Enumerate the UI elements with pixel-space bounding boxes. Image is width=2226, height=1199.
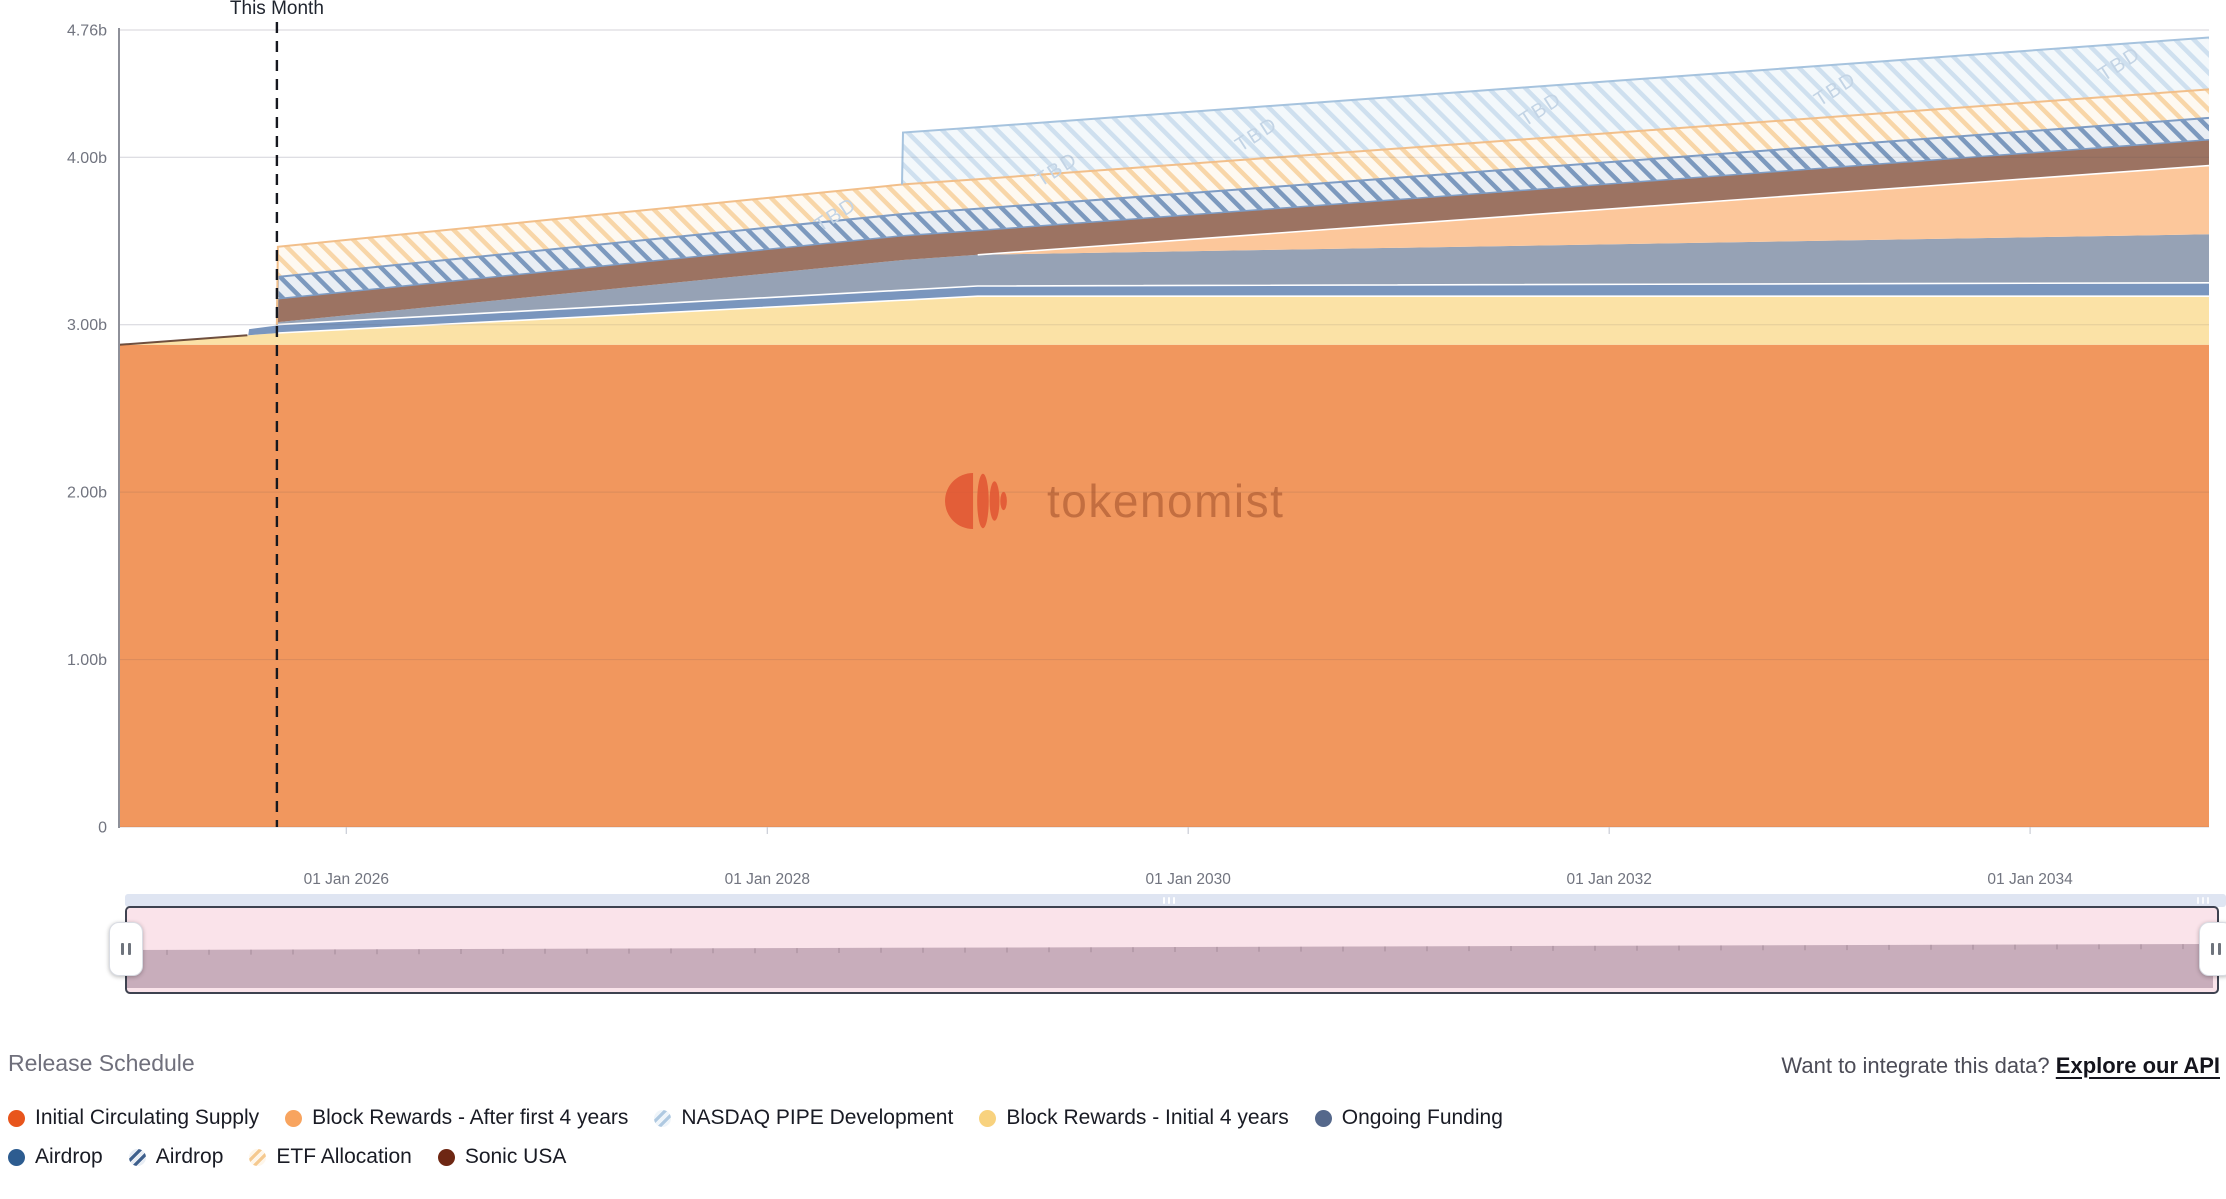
x-axis-tick-label: 01 Jan 2026 <box>304 871 389 888</box>
historical-supply-line <box>119 334 248 346</box>
dot-marker-icon <box>437 1148 455 1166</box>
dot-marker-icon <box>8 1109 25 1127</box>
legend-label: Ongoing Funding <box>1341 1106 1503 1129</box>
explore-api-link[interactable]: Explore our API <box>2055 1053 2220 1078</box>
dot-marker-icon <box>8 1148 25 1166</box>
section-title: Release Schedule <box>8 1050 195 1076</box>
legend-label: Initial Circulating Supply <box>35 1106 260 1129</box>
api-callout: Want to integrate this data? Explore our… <box>1781 1053 2220 1079</box>
brush-handle-left[interactable] <box>109 922 143 976</box>
topstroke-airdrop <box>246 281 2209 336</box>
legend-item-airdrop-tbd[interactable]: Airdrop <box>128 1145 224 1169</box>
x-axis-tick-label: 01 Jan 2034 <box>1987 871 2073 888</box>
range-brush[interactable] <box>125 906 2219 994</box>
area-nasdaq_pipe_development[interactable] <box>119 37 2209 345</box>
legend-label: Airdrop <box>35 1145 103 1168</box>
y-axis-tick-label: 4.00b <box>67 150 107 167</box>
legend-label: NASDAQ PIPE Development <box>681 1106 954 1129</box>
legend-item-airdrop[interactable]: Airdrop <box>8 1145 103 1169</box>
legend-label: Block Rewards - After first 4 years <box>312 1106 629 1129</box>
legend-item-nasdaq-pipe-development-tbd[interactable]: NASDAQ PIPE Development <box>654 1106 953 1130</box>
area-airdrop[interactable] <box>119 282 2209 345</box>
legend-row-2: Airdrop Airdrop ETF Allocation Sonic USA <box>8 1145 1503 1169</box>
legend-item-sonic-usa[interactable]: Sonic USA <box>437 1145 567 1169</box>
hatch-marker-icon <box>249 1148 267 1166</box>
hatch-marker-icon <box>654 1109 672 1127</box>
chart-scrollbar[interactable] <box>125 894 2226 907</box>
area-initial_circulating_supply[interactable] <box>119 344 2209 827</box>
this-month-label: This Month <box>230 0 324 19</box>
x-axis-tick-label: 01 Jan 2032 <box>1567 871 1652 888</box>
dot-marker-icon <box>979 1109 997 1127</box>
legend-item-block-rewards-after-first-4-years[interactable]: Block Rewards - After first 4 years <box>285 1106 628 1130</box>
dot-marker-icon <box>285 1109 303 1127</box>
legend-label: Airdrop <box>155 1145 224 1168</box>
area-block_rewards_after_4_years[interactable] <box>119 165 2209 345</box>
y-axis-tick-label: 1.00b <box>67 652 107 669</box>
legend-label: Block Rewards - Initial 4 years <box>1006 1106 1289 1129</box>
legend-item-block-rewards-initial-4-years[interactable]: Block Rewards - Initial 4 years <box>979 1106 1289 1130</box>
legend-item-etf-allocation-tbd[interactable]: ETF Allocation <box>249 1145 412 1169</box>
area-ongoing_funding[interactable] <box>119 234 2209 345</box>
area-airdrop_tbd[interactable] <box>119 117 2209 345</box>
scrollbar-end-grip-icon[interactable] <box>2197 897 2209 904</box>
topstroke-block_rewards_after_4_years <box>977 164 2209 256</box>
scrollbar-grip-icon[interactable] <box>1163 897 1175 904</box>
hatch-marker-icon <box>128 1148 146 1166</box>
area-etf_allocation[interactable] <box>119 89 2209 345</box>
y-axis-tick-label: 0 <box>98 820 107 837</box>
area-sonic_usa[interactable] <box>119 139 2209 345</box>
area-block_rewards_initial_4_years[interactable] <box>119 296 2209 345</box>
x-axis-tick-label: 01 Jan 2030 <box>1146 871 1232 888</box>
legend-row-1: Initial Circulating Supply Block Rewards … <box>8 1106 1503 1130</box>
brush-handle-right[interactable] <box>2199 922 2226 976</box>
dot-marker-icon <box>1314 1109 1332 1127</box>
x-axis-tick-label: 01 Jan 2028 <box>725 871 810 888</box>
minimap-area <box>127 944 2213 988</box>
legend-label: Sonic USA <box>464 1145 567 1168</box>
boundary-nasdaq_pipe_development <box>901 36 2209 185</box>
api-prompt-text: Want to integrate this data? <box>1781 1053 2050 1078</box>
legend-item-ongoing-funding[interactable]: Ongoing Funding <box>1314 1106 1503 1130</box>
minimap-chart <box>127 908 2213 988</box>
y-axis-tick-label: 4.76b <box>67 23 107 40</box>
legend-item-initial-circulating-supply[interactable]: Initial Circulating Supply <box>8 1106 259 1130</box>
y-axis-tick-label: 2.00b <box>67 485 107 502</box>
legend-label: ETF Allocation <box>276 1145 412 1168</box>
chart-legend: Initial Circulating Supply Block Rewards … <box>8 1106 1503 1169</box>
y-axis-tick-label: 3.00b <box>67 317 107 334</box>
